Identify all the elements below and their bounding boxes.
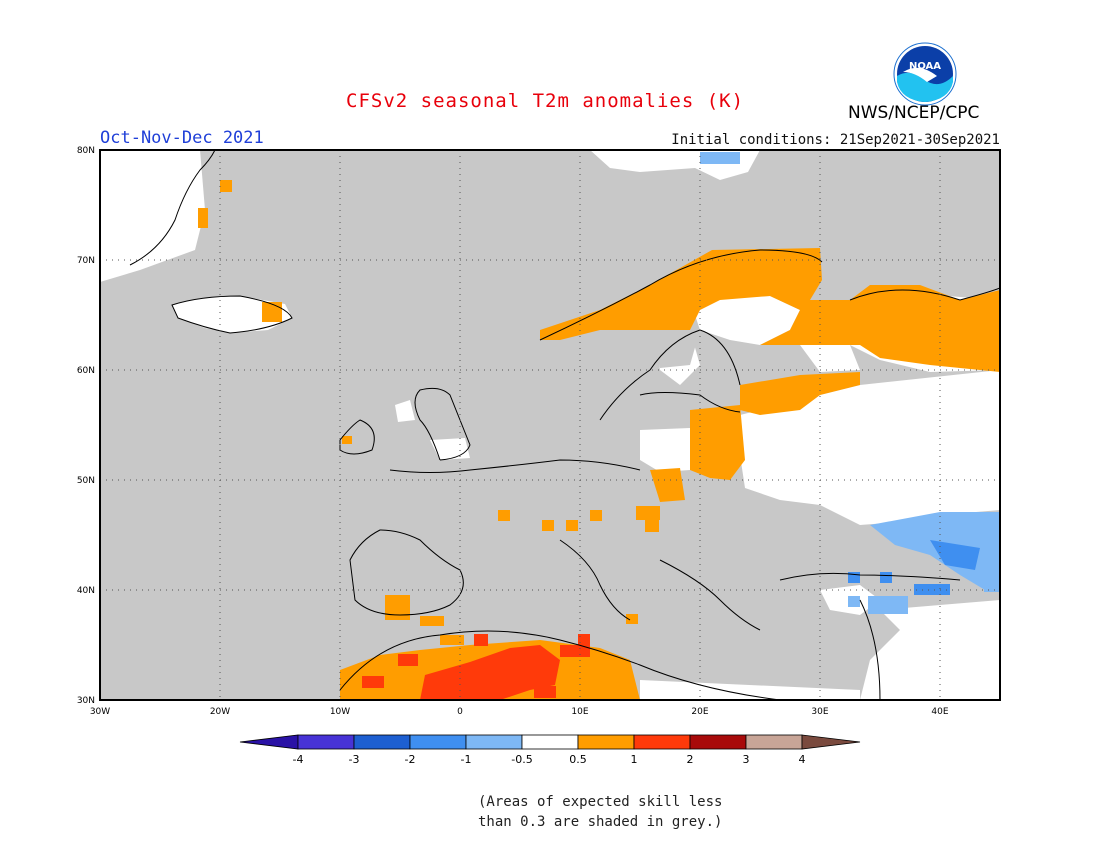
- colorbar-label: 4: [799, 753, 806, 766]
- colorbar-swatch: [577, 734, 635, 750]
- map-frame: [99, 149, 1001, 701]
- colorbar-label: -1: [461, 753, 472, 766]
- agency-label: NWS/NCEP/CPC: [848, 103, 980, 123]
- colorbar-swatch: [409, 734, 467, 750]
- colorbar-label: 2: [687, 753, 694, 766]
- colorbar-label: 1: [631, 753, 638, 766]
- lon-tick: 40E: [931, 707, 948, 717]
- chart-title: CFSv2 seasonal T2m anomalies (K): [346, 90, 745, 112]
- lat-tick: 80N: [77, 146, 95, 156]
- colorbar-swatch: [297, 734, 355, 750]
- colorbar-label: -0.5: [511, 753, 532, 766]
- colorbar-label: 3: [743, 753, 750, 766]
- noaa-logo-icon: NOAA: [893, 42, 957, 106]
- skill-note: (Areas of expected skill less than 0.3 a…: [478, 792, 722, 832]
- skill-note-line: (Areas of expected skill less: [478, 794, 723, 810]
- gridlines: [100, 150, 1000, 700]
- colorbar-arrow-low: [239, 734, 299, 750]
- lon-axis: 30W 20W 10W 0 10E 20E 30E 40E: [90, 707, 949, 717]
- lat-tick: 40N: [77, 586, 95, 596]
- lon-tick: 0: [457, 707, 463, 717]
- colorbar-swatch: [689, 734, 747, 750]
- strong-above-normal-areas: [362, 634, 590, 700]
- lon-tick: 20E: [691, 707, 708, 717]
- colorbar: -4 -3 -2 -1 -0.5 0.5 1 2 3 4: [239, 734, 861, 766]
- lon-tick: 30W: [90, 707, 110, 717]
- lon-tick: 20W: [210, 707, 230, 717]
- season-label: Oct-Nov-Dec 2021: [100, 128, 264, 148]
- colorbar-label: 0.5: [569, 753, 587, 766]
- lon-tick: 30E: [811, 707, 828, 717]
- colorbar-swatch: [633, 734, 691, 750]
- skill-note-line: than 0.3 are shaded in grey.): [478, 814, 723, 830]
- colorbar-arrow-high: [801, 734, 861, 750]
- lat-tick: 30N: [77, 696, 95, 706]
- colorbar-swatch: [745, 734, 803, 750]
- coastlines: [129, 150, 1000, 700]
- colorbar-swatch: [521, 734, 579, 750]
- lon-tick: 10E: [571, 707, 588, 717]
- initial-conditions: Initial conditions: 21Sep2021-30Sep2021: [671, 132, 1000, 148]
- colorbar-swatch: [353, 734, 411, 750]
- lat-axis: 80N 70N 60N 50N 40N 30N: [77, 146, 95, 706]
- colorbar-swatch: [465, 734, 523, 750]
- lat-tick: 60N: [77, 366, 95, 376]
- colorbar-label: -4: [293, 753, 304, 766]
- colorbar-label: -3: [349, 753, 360, 766]
- lat-tick: 70N: [77, 256, 95, 266]
- colorbar-label: -2: [405, 753, 416, 766]
- logo-text: NOAA: [909, 61, 941, 72]
- below-normal-areas: [700, 152, 1000, 614]
- lon-tick: 10W: [330, 707, 350, 717]
- lat-tick: 50N: [77, 476, 95, 486]
